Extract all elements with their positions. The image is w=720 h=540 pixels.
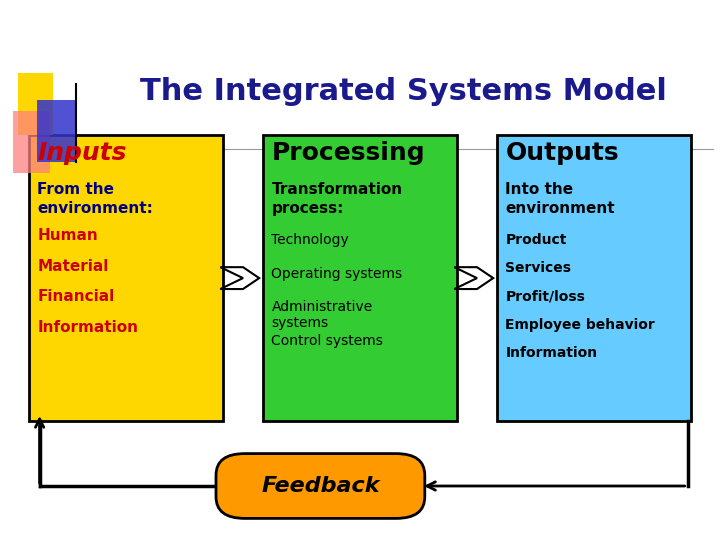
Text: Profit/loss: Profit/loss (505, 289, 585, 303)
Text: Administrative
systems: Administrative systems (271, 300, 373, 330)
Text: Into the
environment: Into the environment (505, 182, 615, 215)
Bar (18, 73, 53, 135)
Text: Technology: Technology (271, 233, 349, 247)
Text: Outputs: Outputs (505, 141, 619, 165)
Text: Human: Human (37, 228, 98, 243)
Text: From the
environment:: From the environment: (37, 182, 153, 215)
Text: Inputs: Inputs (37, 141, 127, 165)
Text: Transformation
process:: Transformation process: (271, 182, 402, 215)
Text: Feedback: Feedback (261, 476, 379, 496)
Text: Financial: Financial (37, 289, 114, 305)
Text: Material: Material (37, 259, 109, 274)
Text: Operating systems: Operating systems (271, 267, 402, 281)
Polygon shape (220, 267, 259, 289)
Bar (497, 135, 691, 421)
Text: Services: Services (505, 261, 572, 275)
Text: Information: Information (505, 346, 598, 360)
FancyBboxPatch shape (216, 454, 425, 518)
Bar (29, 135, 223, 421)
Text: Information: Information (37, 320, 138, 335)
Text: Employee behavior: Employee behavior (505, 318, 655, 332)
Bar (13, 111, 50, 173)
Text: Processing: Processing (271, 141, 425, 165)
Text: Product: Product (505, 233, 567, 247)
Text: Control systems: Control systems (271, 334, 383, 348)
Bar (263, 135, 457, 421)
Text: The Integrated Systems Model: The Integrated Systems Model (140, 77, 667, 106)
Bar (37, 100, 75, 162)
Polygon shape (454, 267, 493, 289)
